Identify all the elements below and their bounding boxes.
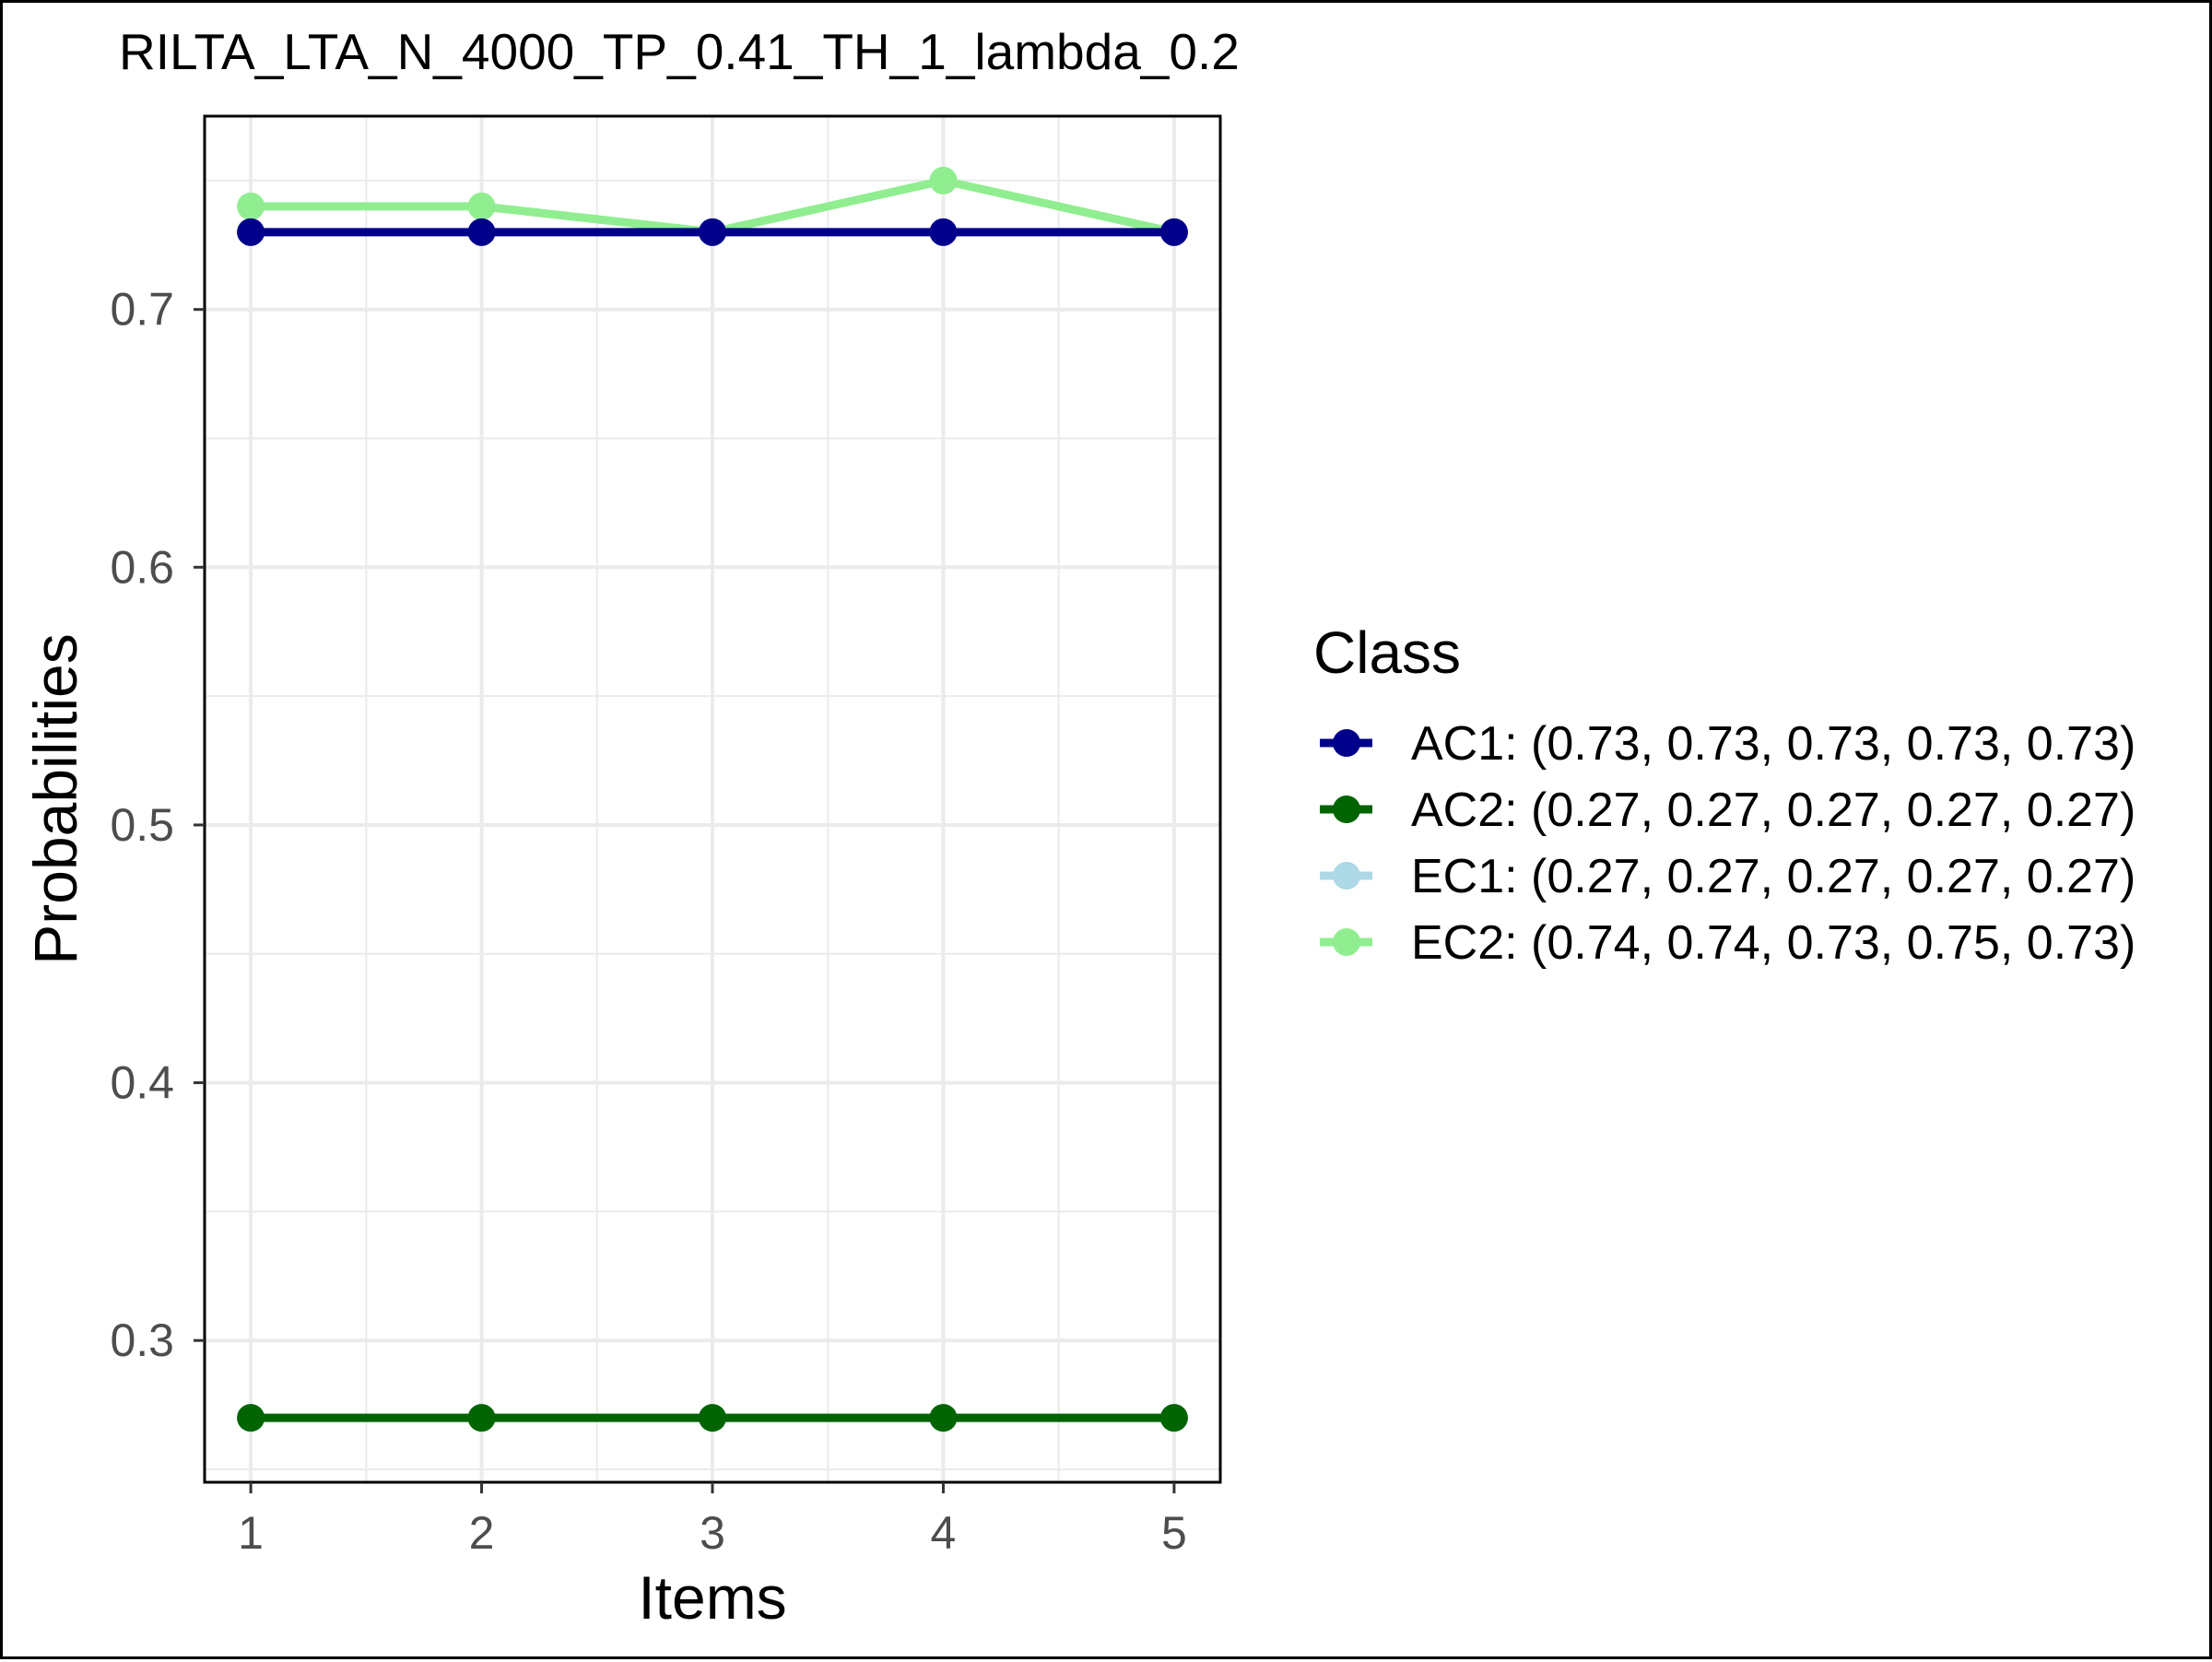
legend-label: EC1: (0.27, 0.27, 0.27, 0.27, 0.27) [1411,850,2136,903]
legend-items: AC1: (0.73, 0.73, 0.73, 0.73, 0.73) AC2: … [1320,717,2136,970]
x-axis-ticks: 1 2 3 4 5 [238,1482,1187,1559]
legend-label: AC2: (0.27, 0.27, 0.27, 0.27, 0.27) [1411,784,2136,837]
y-axis-ticks: 0.3 0.4 0.5 0.6 0.7 [110,284,205,1366]
x-tick-label: 5 [1161,1507,1187,1559]
series-layer [237,166,1188,1432]
y-tick-label: 0.4 [110,1057,174,1109]
legend-title: Class [1313,619,1461,686]
data-point-ac2 [237,1404,265,1432]
data-point-ec2 [929,166,958,194]
legend-item-ec2: EC2: (0.74, 0.74, 0.73, 0.75, 0.73) [1320,916,2136,970]
x-tick-label: 2 [469,1507,495,1559]
data-point-ac1 [237,218,265,246]
legend-item-ac2: AC2: (0.27, 0.27, 0.27, 0.27, 0.27) [1320,784,2136,837]
x-tick-label: 4 [931,1507,957,1559]
y-tick-label: 0.6 [110,541,174,593]
data-point-ac1 [1159,218,1188,246]
chart-title: RILTA_LTA_N_4000_TP_0.41_TH_1_lambda_0.2 [119,23,1240,80]
data-point-ac1 [699,218,726,246]
legend-label: AC1: (0.73, 0.73, 0.73, 0.73, 0.73) [1411,717,2136,771]
data-point-ac1 [929,218,958,246]
x-tick-label: 3 [700,1507,725,1559]
legend-key-point [1333,928,1360,956]
y-tick-label: 0.7 [110,284,174,336]
data-point-ac1 [467,218,496,246]
line-chart: RILTA_LTA_N_4000_TP_0.41_TH_1_lambda_0.2… [21,23,2136,1632]
data-point-ac2 [929,1404,958,1432]
x-tick-label: 1 [238,1507,264,1559]
series-ac2 [237,1404,1188,1432]
data-point-ac2 [467,1404,496,1432]
data-point-ec2 [237,192,265,220]
legend: Class AC1: (0.73, 0.73, 0.73, 0.73, 0.73… [1313,619,2136,970]
legend-key-point [1333,729,1360,757]
legend-item-ac1: AC1: (0.73, 0.73, 0.73, 0.73, 0.73) [1320,717,2136,771]
data-point-ec2 [467,192,496,220]
data-point-ac2 [1159,1404,1188,1432]
legend-key-point [1333,862,1360,890]
y-axis-title: Probabilities [21,633,89,965]
grid-major [205,116,1220,1482]
y-tick-label: 0.5 [110,799,174,851]
legend-key-point [1333,796,1360,823]
legend-item-ec1: EC1: (0.27, 0.27, 0.27, 0.27, 0.27) [1320,850,2136,903]
data-point-ac2 [699,1404,726,1432]
x-axis-title: Items [638,1563,786,1632]
legend-label: EC2: (0.74, 0.74, 0.73, 0.75, 0.73) [1411,916,2136,970]
series-ac1 [237,218,1188,246]
y-tick-label: 0.3 [110,1314,174,1366]
